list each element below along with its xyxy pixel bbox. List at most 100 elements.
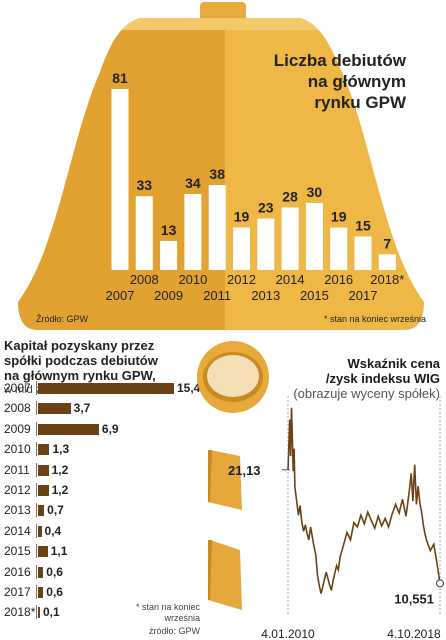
capital-axis-tick	[36, 503, 37, 518]
bell-bar	[233, 227, 250, 270]
bell-value-label: 28	[282, 188, 298, 204]
pe-start-label: 21,13	[228, 463, 261, 478]
capital-value-label: 3,7	[73, 401, 91, 416]
bell-bar	[354, 236, 372, 270]
bell-bar	[184, 194, 202, 270]
bell-chart: 81 33 13 34 38 19 23 28 30 19 15 7 2007200820092010…	[18, 2, 424, 330]
coin-decoration	[197, 341, 269, 413]
bell-year-label: 2017	[349, 288, 378, 303]
capital-year-label: 2011	[4, 462, 30, 477]
bell-value-labels: 81 33 13 34 38 19 23 28 30 19 15 7	[112, 70, 391, 251]
capital-bar-row: 2010 1,3	[0, 441, 220, 458]
coin-stack-decoration	[208, 450, 242, 610]
capital-bar	[38, 423, 99, 435]
capital-bar	[38, 444, 50, 456]
bell-year-label: 2014	[276, 272, 305, 287]
capital-bar-row: 2008 3,7	[0, 400, 220, 417]
capital-bar	[38, 525, 42, 537]
pe-end-marker	[435, 579, 445, 588]
capital-axis-tick	[36, 483, 37, 497]
capital-year-label: 2009	[4, 421, 31, 436]
capital-bar	[38, 485, 49, 496]
capital-value-label: 1,1	[50, 544, 68, 559]
capital-bar-row: 2011 1,2	[0, 462, 220, 479]
capital-year-label: 2017	[4, 585, 31, 599]
capital-axis-tick	[36, 605, 37, 620]
bell-source: Źródło: GPW	[36, 314, 89, 324]
capital-axis-tick	[36, 381, 37, 395]
capital-bar	[38, 464, 49, 476]
capital-bar	[38, 587, 44, 598]
pe-chart-title: Wskaźnik cena /zysk indeksu WIG (obrazuj…	[293, 356, 440, 401]
capital-bar	[38, 546, 48, 558]
capital-year-label: 2012	[4, 483, 31, 497]
capital-axis-tick	[36, 523, 37, 538]
capital-source: źródło: GPW	[148, 626, 200, 636]
capital-axis-tick	[36, 401, 37, 416]
bell-year-label: 2007	[106, 288, 135, 303]
capital-value-label: 0,6	[46, 585, 63, 599]
capital-value-label: 0,7	[47, 503, 64, 518]
pe-series-line	[287, 407, 441, 594]
capital-bar	[38, 403, 71, 415]
capital-axis-tick	[36, 585, 37, 599]
capital-value-label: 6,9	[101, 421, 119, 436]
capital-chart-title: Kapitał pozyskany przez spółki podczas d…	[4, 338, 158, 383]
bell-bar	[378, 254, 396, 270]
bell-value-label: 33	[137, 177, 153, 193]
capital-value-label: 1,3	[52, 442, 70, 457]
bell-value-label: 38	[209, 166, 225, 182]
capital-value-label: 0,4	[44, 523, 62, 538]
capital-bar-row: 2012 1,2	[0, 482, 220, 499]
bell-bar	[160, 240, 178, 270]
pe-line-chart: 21,13 10,551 4.01.2010 4.10.2018	[228, 396, 445, 640]
capital-value-label: 15,4	[177, 381, 201, 395]
capital-bar-row: 2016 0,6	[0, 564, 220, 581]
capital-year-label: 2008	[4, 401, 31, 416]
bell-crown	[200, 2, 246, 22]
capital-axis-tick	[36, 544, 37, 559]
capital-value-label: 0,1	[43, 605, 60, 620]
bell-year-label: 2011	[203, 288, 231, 303]
bell-value-label: 19	[234, 209, 250, 225]
bell-year-label: 2008	[130, 272, 159, 287]
capital-year-label: 2015	[4, 544, 31, 559]
capital-bar-row: 2013 0,7	[0, 502, 220, 519]
bell-year-label: 2013	[251, 288, 280, 303]
capital-year-label: 2007	[4, 381, 31, 395]
bell-bar	[111, 88, 129, 270]
bell-value-label: 23	[258, 200, 274, 216]
bell-bar	[135, 196, 153, 270]
capital-unit: w mld zł	[4, 384, 44, 396]
capital-bar-row: 2009 6,9	[0, 421, 220, 438]
capital-value-label: 1,2	[51, 483, 69, 497]
bell-value-label: 34	[185, 175, 201, 191]
bell-bar	[281, 207, 299, 270]
capital-bar	[38, 607, 40, 619]
bell-bar	[257, 218, 275, 270]
bell-value-label: 7	[383, 235, 391, 251]
capital-bar-row: 2018* 0,1	[0, 604, 220, 621]
bell-chart-title: Liczba debiutów na głównym rynku GPW	[273, 51, 406, 112]
capital-bar-row: 2014 0,4	[0, 523, 220, 540]
bell-value-label: 30	[307, 184, 323, 200]
bell-value-label: 81	[112, 70, 128, 86]
bell-footnote: * stan na koniec września	[323, 314, 426, 324]
capital-value-label: 0,6	[46, 564, 63, 579]
capital-year-label: 2014	[4, 523, 31, 538]
capital-year-label: 2016	[4, 564, 31, 579]
capital-bar-row: 2007 15,4	[0, 380, 220, 397]
capital-value-label: 1,2	[51, 462, 69, 477]
capital-axis-tick	[36, 462, 37, 477]
capital-bar	[38, 505, 45, 517]
bell-year-label: 2016	[324, 272, 353, 287]
bell-bars	[111, 88, 396, 270]
bell-year-label: 2009	[154, 288, 183, 303]
capital-year-label: 2010	[4, 442, 31, 457]
bell-value-label: 13	[161, 222, 177, 238]
pe-x-tick-start: 4.01.2010	[261, 627, 315, 640]
bell-year-label: 2015	[300, 288, 329, 303]
bell-year-label: 2010	[178, 272, 207, 287]
capital-bar-row: 2017 0,6	[0, 584, 220, 601]
pe-end-label: 10,551	[394, 591, 434, 606]
